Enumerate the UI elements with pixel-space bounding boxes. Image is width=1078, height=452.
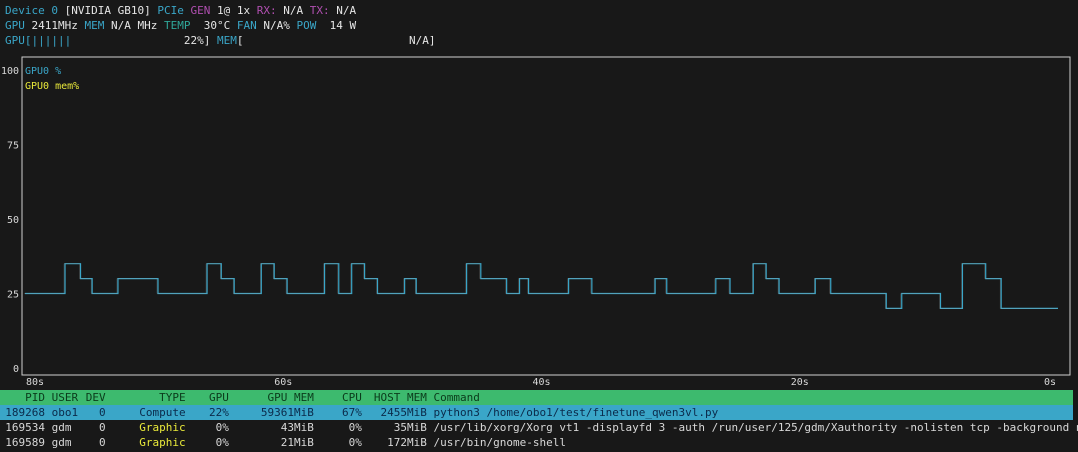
col-command[interactable]: Command [433, 391, 480, 404]
gpu-util-line [25, 263, 1058, 309]
table-row[interactable]: 169534 gdm 0 Graphic 0% 43MiB 0% 35MiB /usr/l… [0, 420, 1078, 435]
cell-gpu-mem: 59361MiB [260, 406, 314, 419]
cell-host-mem: 172MiB [387, 436, 427, 449]
x-tick-label: 20s [791, 377, 809, 388]
col-cpu[interactable]: CPU [342, 391, 362, 404]
cell-user: obo1 [51, 406, 79, 419]
gpu-clock-label: GPU [5, 19, 25, 32]
tx-label: TX: [309, 4, 330, 17]
rx-value: N/A [283, 4, 304, 17]
mem-util-value: N/A] [409, 34, 436, 47]
pow-value: 14 W [329, 19, 357, 32]
cell-type: Graphic [139, 436, 186, 449]
chart-frame [21, 56, 1071, 376]
gpu-history-chart: 100 75 50 25 0 80s 60s 40s 20s 0s GPU0 % GPU0 mem% [1, 56, 1071, 388]
tx-value: N/A [336, 4, 357, 17]
mem-bar-label: MEM [216, 34, 237, 47]
gpu-util-value: 22%] [183, 34, 211, 47]
cell-cpu: 0% [348, 436, 362, 449]
table-row[interactable]: 189268 obo1 0 Compute 22% 59361MiB 67% 2455Mi… [0, 405, 1073, 420]
pow-label: POW [296, 19, 317, 32]
y-tick-label: 0 [13, 364, 19, 375]
fan-label: FAN [236, 19, 257, 32]
gpu-bar-label: GPU [5, 34, 25, 47]
cell-pid: 169589 [5, 436, 45, 449]
gen-value: 1@ 1x [216, 4, 251, 17]
gpu-clock: 2411MHz [31, 19, 78, 32]
gen-label: GEN [190, 4, 211, 17]
x-tick-label: 80s [26, 377, 44, 388]
col-host-mem[interactable]: HOST MEM [373, 391, 427, 404]
col-gpu[interactable]: GPU [209, 391, 229, 404]
x-tick-label: 0s [1044, 377, 1056, 388]
temp-value: 30°C [203, 19, 231, 32]
cell-type: Graphic [139, 421, 186, 434]
table-row[interactable]: 169589 gdm 0 Graphic 0% 21MiB 0% 172MiB /usr/… [0, 435, 1078, 450]
col-pid[interactable]: PID [25, 391, 45, 404]
device-name: [NVIDIA GB10] [64, 4, 151, 17]
cell-host-mem: 35MiB [393, 421, 427, 434]
mem-clock-label: MEM [84, 19, 105, 32]
cell-user: gdm [51, 436, 72, 449]
temp-label: TEMP [163, 19, 191, 32]
cell-host-mem: 2455MiB [380, 406, 427, 419]
col-user[interactable]: USER [51, 391, 79, 404]
gpu-util-bar: [|||||| [24, 34, 184, 47]
legend-entry: GPU0 % [25, 66, 61, 77]
cell-dev: 0 [99, 436, 106, 449]
col-gpu-mem[interactable]: GPU MEM [267, 391, 314, 404]
y-tick-label: 50 [7, 215, 19, 226]
x-tick-label: 60s [274, 377, 292, 388]
mem-clock: N/A MHz [110, 19, 158, 32]
y-tick-label: 25 [7, 290, 19, 301]
cell-dev: 0 [99, 421, 106, 434]
cell-command: python3 /home/obo1/test/finetune_qwen3vl… [433, 406, 719, 419]
col-type[interactable]: TYPE [159, 391, 186, 404]
legend-entry: GPU0 mem% [25, 81, 79, 92]
process-table: PID USER DEV TYPE GPU GPU MEM CPU HOST MEM Co… [0, 390, 1078, 450]
y-tick-label: 100 [1, 66, 19, 77]
table-header: PID USER DEV TYPE GPU GPU MEM CPU HOST MEM Co… [0, 390, 1073, 405]
cell-gpu: 0% [215, 436, 229, 449]
pcie-label: PCIe [157, 4, 184, 17]
cell-cpu: 0% [348, 421, 362, 434]
device-label: Device 0 [5, 4, 58, 17]
gpu-util-line-shadow [24, 263, 1057, 309]
cell-dev: 0 [99, 406, 106, 419]
col-dev[interactable]: DEV [85, 391, 106, 404]
cell-user: gdm [51, 421, 72, 434]
cell-type: Compute [139, 406, 186, 419]
cell-gpu-mem: 21MiB [280, 436, 314, 449]
x-tick-label: 40s [532, 377, 550, 388]
cell-cpu: 67% [342, 406, 362, 419]
rx-label: RX: [256, 4, 277, 17]
cell-gpu: 0% [215, 421, 229, 434]
device-header: Device 0 [NVIDIA GB10] PCIe GEN 1@ 1x RX… [5, 3, 436, 48]
cell-command: /usr/lib/xorg/Xorg vt1 -displayfd 3 -aut… [433, 421, 1078, 434]
cell-gpu: 22% [209, 406, 229, 419]
mem-util-bar: [ [236, 34, 410, 47]
cell-pid: 189268 [5, 406, 45, 419]
cell-command: /usr/bin/gnome-shell [433, 436, 566, 449]
y-tick-label: 75 [7, 141, 19, 152]
fan-value: N/A% [263, 19, 290, 32]
cell-gpu-mem: 43MiB [280, 421, 314, 434]
cell-pid: 169534 [5, 421, 45, 434]
